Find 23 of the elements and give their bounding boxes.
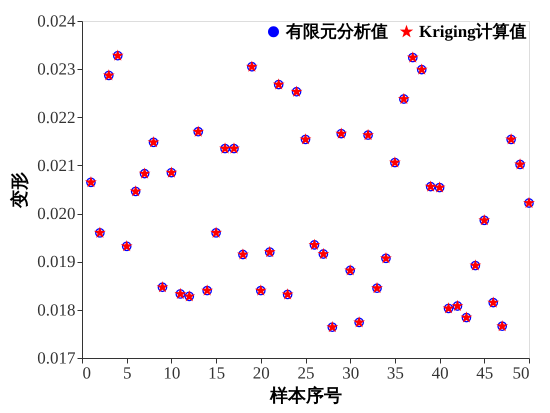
x-tick-label: 5 bbox=[122, 364, 132, 382]
legend-label: 有限元分析值 bbox=[285, 22, 388, 41]
x-tick-label: 25 bbox=[298, 364, 314, 382]
y-axis-title: 变形 bbox=[9, 172, 30, 209]
y-tick-label: 0.023 bbox=[37, 60, 76, 79]
y-tick-label: 0.021 bbox=[37, 156, 76, 175]
y-tick-label: 0.018 bbox=[37, 300, 76, 320]
x-tick-label: 40 bbox=[432, 364, 449, 382]
x-tick-label: 15 bbox=[208, 364, 226, 382]
x-axis-title: 样本序号 bbox=[269, 386, 342, 406]
y-tick-label: 0.020 bbox=[37, 204, 76, 224]
y-tick-label: 0.017 bbox=[37, 348, 76, 368]
y-tick-label: 0.024 bbox=[37, 12, 76, 30]
x-tick-label: 45 bbox=[476, 364, 494, 382]
y-tick-label: 0.019 bbox=[37, 252, 76, 272]
x-tick-label: 30 bbox=[342, 364, 360, 382]
x-tick-label: 0 bbox=[82, 364, 91, 382]
x-tick-label: 20 bbox=[252, 364, 270, 382]
y-tick-label: 0.022 bbox=[37, 108, 76, 127]
legend-label: Kriging计算值 bbox=[419, 22, 527, 41]
x-tick-label: 50 bbox=[512, 364, 530, 382]
x-tick-label: 35 bbox=[386, 364, 404, 382]
x-tick-label: 10 bbox=[163, 364, 180, 382]
